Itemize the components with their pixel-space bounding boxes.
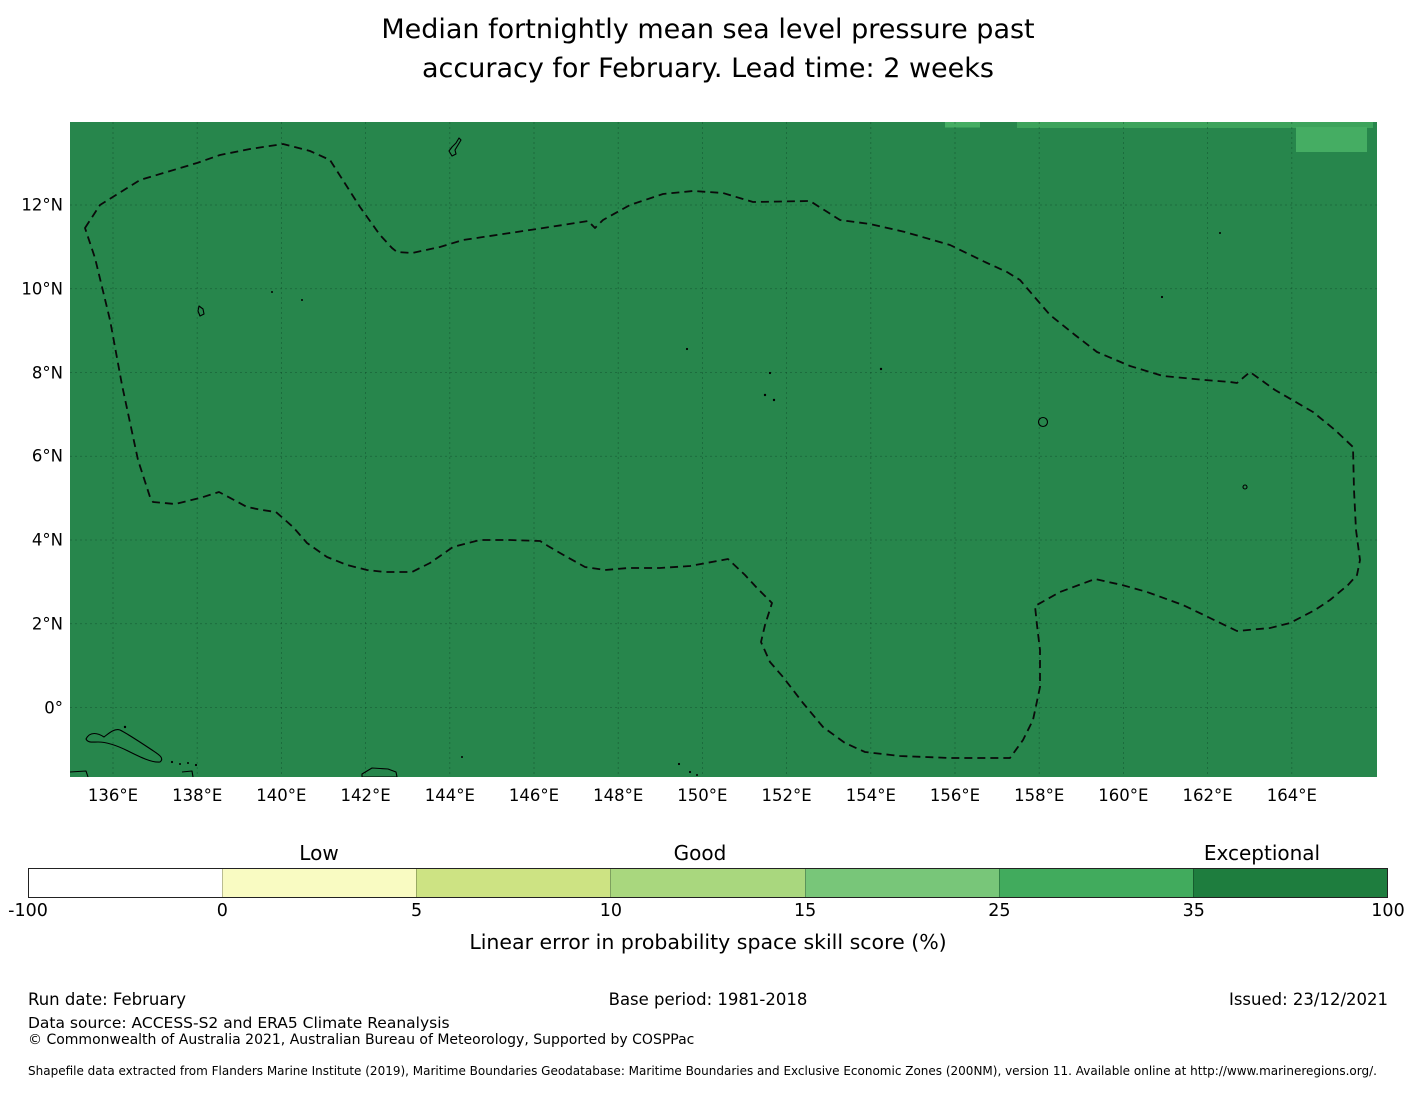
skill-patch-25-35	[945, 122, 980, 128]
atoll-dot	[170, 760, 174, 764]
colorbar-category-label: Low	[299, 841, 339, 865]
colorbar	[28, 868, 1388, 898]
graticule-gridlines	[70, 122, 1377, 777]
colorbar-segment	[998, 869, 1193, 897]
x-tick-label: 152°E	[761, 786, 812, 805]
y-tick-label: 6°N	[31, 446, 63, 466]
colorbar-tick-label: 25	[988, 901, 1011, 921]
map-background	[70, 122, 1377, 777]
skill-patch-25-35	[1017, 122, 1373, 128]
x-tick-label: 140°E	[256, 786, 307, 805]
colorbar-segment	[1192, 869, 1387, 897]
copyright-text: © Commonwealth of Australia 2021, Austra…	[28, 1032, 695, 1048]
colorbar-axis-label: Linear error in probability space skill …	[469, 930, 947, 954]
x-tick-label: 144°E	[424, 786, 475, 805]
atoll-dot	[194, 763, 198, 767]
colorbar-tick-label: 10	[599, 901, 622, 921]
atoll-dot	[763, 393, 767, 397]
x-tick-label: 142°E	[340, 786, 391, 805]
x-tick-label: 148°E	[593, 786, 644, 805]
colorbar-category-labels: Low Good Exceptional	[0, 841, 1416, 867]
atoll-dot	[879, 367, 883, 371]
x-tick-label: 136°E	[87, 786, 139, 805]
x-tick-label: 162°E	[1182, 786, 1233, 805]
x-tick-label: 158°E	[1014, 786, 1065, 805]
atoll-dot	[187, 762, 189, 764]
colorbar-segment	[416, 869, 611, 897]
data-source-text: Data source: ACCESS-S2 and ERA5 Climate …	[28, 1014, 450, 1032]
base-period-text: Base period: 1981-2018	[608, 990, 808, 1009]
atoll-dot	[461, 756, 463, 758]
guam-coastline	[448, 137, 462, 157]
run-date-text: Run date: February	[28, 990, 187, 1009]
issued-date-text: Issued: 23/12/2021	[1228, 990, 1388, 1009]
y-tick-label: 0°	[44, 698, 63, 717]
atoll-dot	[1219, 232, 1221, 234]
x-axis-tick-labels: 136°E 138°E 140°E 142°E 144°E 146°E 148°E 150°E…	[0, 786, 1416, 810]
x-tick-label: 156°E	[929, 786, 981, 805]
colorbar-tick-label: 15	[794, 901, 817, 921]
colorbar-tick-labels: -100 0 5 10 15 25 35 100	[0, 901, 1416, 925]
skill-score-patches	[945, 122, 1373, 152]
y-tick-label: 12°N	[21, 195, 63, 215]
colorbar-tick-label: 5	[410, 901, 423, 921]
x-tick-label: 154°E	[845, 786, 896, 805]
colorbar-tick-label: -100	[8, 901, 48, 921]
map-canvas	[70, 122, 1377, 777]
manus-coastline	[361, 767, 398, 777]
x-tick-label: 164°E	[1266, 786, 1317, 805]
coast-fragment	[181, 770, 194, 777]
y-tick-label: 4°N	[31, 530, 63, 550]
y-axis-tick-labels: 12°N 10°N 8°N 6°N 4°N 2°N 0°	[0, 0, 63, 1095]
x-tick-label: 150°E	[677, 786, 728, 805]
kosrae-coastline	[1242, 484, 1248, 490]
pohnpei-coastline	[1037, 416, 1049, 428]
atoll-dot	[772, 398, 776, 402]
x-tick-label: 160°E	[1098, 786, 1149, 805]
map-plot-area	[70, 122, 1377, 777]
atoll-dot	[768, 371, 772, 375]
atoll-dot	[123, 725, 127, 729]
atoll-dot	[696, 774, 698, 776]
x-tick-label: 138°E	[172, 786, 223, 805]
atoll-dot	[301, 299, 303, 301]
skill-patch-25-35	[1296, 127, 1367, 152]
x-tick-label: 146°E	[508, 786, 560, 805]
colorbar-tick-label: 35	[1182, 901, 1205, 921]
eez-boundary-dashed	[84, 143, 1361, 759]
colorbar-segment	[804, 869, 999, 897]
yap-coastline	[197, 305, 205, 317]
colorbar-segment	[29, 869, 223, 897]
chart-title: Median fortnightly mean sea level pressu…	[0, 10, 1416, 88]
png-island-coastline	[85, 729, 163, 763]
shapefile-attribution-text: Shapefile data extracted from Flanders M…	[28, 1064, 1377, 1078]
colorbar-tick-label: 100	[1371, 901, 1405, 921]
atoll-dot	[179, 763, 181, 765]
atoll-dot	[271, 291, 273, 293]
colorbar-segment	[610, 869, 805, 897]
colorbar-category-label: Good	[673, 841, 727, 865]
y-tick-label: 10°N	[21, 279, 63, 299]
colorbar-category-label: Exceptional	[1203, 841, 1321, 865]
colorbar-tick-label: 0	[216, 901, 228, 921]
chart-title-line2: accuracy for February. Lead time: 2 week…	[422, 53, 994, 84]
colorbar-segment	[222, 869, 417, 897]
atoll-dot	[677, 762, 681, 766]
y-tick-label: 8°N	[31, 363, 63, 382]
y-tick-label: 2°N	[31, 614, 63, 634]
coastlines	[70, 137, 1248, 777]
atoll-dot	[1160, 295, 1164, 299]
atoll-dot	[688, 770, 692, 774]
coast-fragment	[70, 770, 89, 777]
atoll-dot	[685, 347, 689, 351]
chart-title-line1: Median fortnightly mean sea level pressu…	[381, 14, 1035, 45]
